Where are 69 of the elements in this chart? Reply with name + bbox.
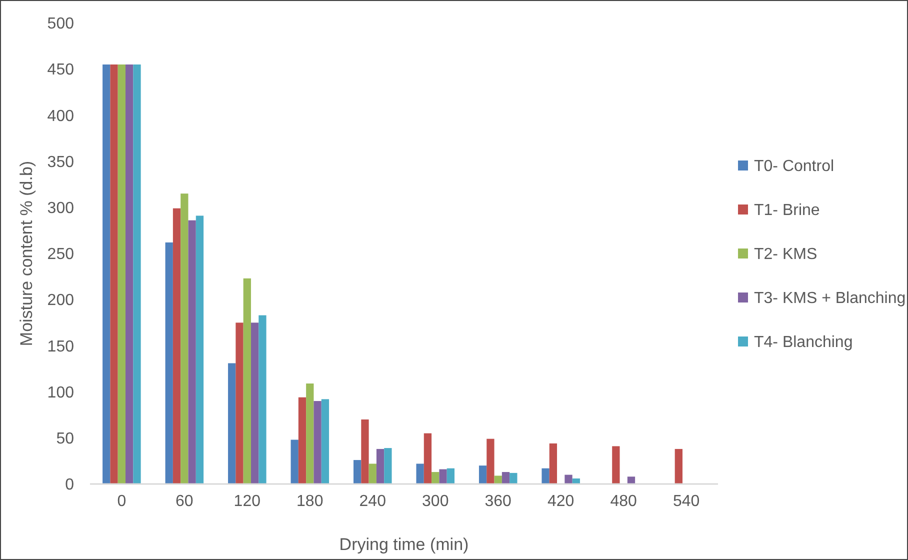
x-axis-title: Drying time (min): [339, 535, 469, 554]
bar: [612, 446, 620, 484]
legend-label: T1- Brine: [754, 202, 820, 220]
bar: [376, 448, 384, 484]
bar: [321, 399, 330, 484]
bar: [361, 419, 369, 484]
x-tick-label: 360: [484, 493, 512, 510]
x-tick-label: 60: [176, 493, 194, 510]
y-tick-label: 50: [56, 430, 74, 448]
y-tick-label: 100: [47, 384, 74, 402]
bar: [564, 474, 572, 484]
legend-label: T0- Control: [754, 158, 834, 176]
bar: [133, 64, 141, 484]
bar: [494, 476, 502, 484]
bar: [478, 466, 487, 484]
y-tick-label: 250: [47, 246, 74, 264]
bar: [196, 216, 204, 484]
bar: [416, 464, 424, 484]
bar: [165, 242, 173, 484]
bar: [384, 448, 392, 484]
bar: [228, 363, 236, 484]
legend-label: T2- KMS: [754, 246, 818, 264]
y-tick-label: 300: [47, 200, 74, 217]
bar: [502, 472, 510, 484]
bar: [306, 384, 314, 484]
bar: [486, 438, 494, 484]
bar: [298, 397, 306, 484]
bar: [236, 322, 244, 484]
legend-label: T4- Blanching: [754, 334, 853, 352]
bar: [432, 472, 440, 484]
bar: [314, 401, 322, 484]
legend-label: T3- KMS + Blanching: [754, 290, 906, 308]
bar: [290, 440, 298, 484]
y-tick-label: 0: [65, 476, 74, 494]
x-tick-label: 480: [610, 493, 638, 510]
y-tick-label: 150: [47, 338, 74, 356]
bar: [172, 208, 181, 484]
x-tick-label: 180: [296, 493, 324, 510]
x-tick-label: 540: [672, 493, 700, 510]
y-tick-label: 500: [47, 16, 74, 33]
x-tick-label: 420: [547, 493, 574, 510]
bar: [102, 64, 110, 484]
bar: [110, 64, 118, 484]
x-tick-label: 0: [117, 493, 126, 510]
y-tick-label: 200: [47, 292, 74, 310]
x-tick-label: 300: [422, 493, 449, 510]
x-tick-label: 240: [359, 493, 386, 510]
x-tick-label: 120: [234, 493, 261, 510]
bar: [188, 220, 196, 484]
bar: [353, 460, 362, 484]
y-tick-label: 450: [47, 62, 74, 79]
bar: [439, 469, 447, 484]
bar: [446, 468, 455, 484]
bar: [674, 448, 682, 484]
bar: [126, 64, 134, 484]
bar: [258, 315, 266, 484]
bar: [243, 278, 251, 484]
y-axis-title: Moisture content % (d.b): [17, 160, 36, 346]
bar: [368, 464, 376, 484]
bar: [542, 468, 550, 484]
y-tick-label: 400: [47, 108, 74, 125]
bar: [180, 194, 188, 484]
bar: [627, 476, 636, 484]
bar: [510, 472, 518, 484]
y-tick-label: 350: [47, 154, 74, 171]
bar: [250, 322, 259, 484]
bar: [118, 64, 126, 484]
bar: [549, 443, 558, 484]
bar: [424, 433, 432, 484]
